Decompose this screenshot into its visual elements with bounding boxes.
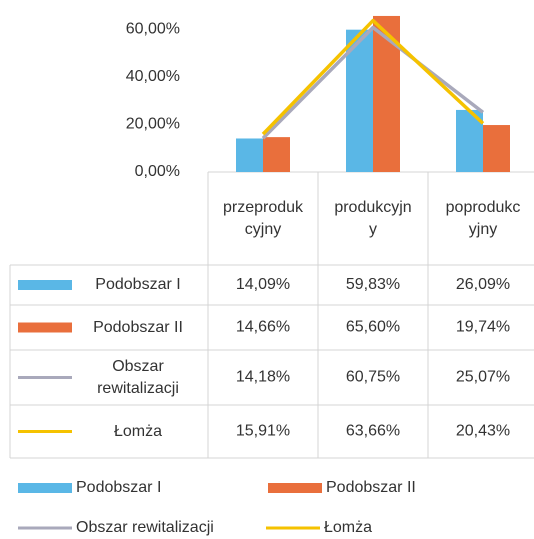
table-value: 25,07% <box>456 369 510 386</box>
row-label-box: Podobszar I <box>95 276 181 293</box>
row-label: Obszar rewitalizacji <box>97 357 179 397</box>
bar <box>346 29 373 172</box>
category-label-box: poprodukcyjny <box>445 198 521 238</box>
y-tick-label: 60,00% <box>126 20 180 37</box>
table-value: 14,18% <box>236 369 290 386</box>
table-value: 14,09% <box>236 276 290 293</box>
category-label: poprodukcyjny <box>445 198 521 238</box>
row-label-box: Obszar rewitalizacji <box>97 357 179 397</box>
table-value: 63,66% <box>346 423 400 440</box>
bar <box>483 125 510 172</box>
table-value: 15,91% <box>236 423 290 440</box>
table-value: 65,60% <box>346 319 400 336</box>
table-legend-swatch <box>18 322 72 333</box>
table-value: 19,74% <box>456 319 510 336</box>
legend-label: Łomża <box>324 519 372 536</box>
y-tick-label: 40,00% <box>126 68 180 85</box>
legend-label: Obszar rewitalizacji <box>76 519 214 536</box>
category-label-box: produkcyjny <box>334 198 412 238</box>
table-value: 59,83% <box>346 276 400 293</box>
row-label: Podobszar II <box>93 318 183 336</box>
y-tick-label: 20,00% <box>126 116 180 133</box>
category-label-box: przeprodukcyjny <box>222 198 304 238</box>
legend-label: Podobszar I <box>76 479 161 496</box>
row-label-box: Podobszar II <box>93 318 183 336</box>
table-value: 14,66% <box>236 319 290 336</box>
category-label: produkcyjny <box>334 198 412 238</box>
row-label-box: Łomża <box>113 422 163 440</box>
line <box>261 18 485 136</box>
bar <box>236 138 263 172</box>
table-value: 60,75% <box>346 369 400 386</box>
line <box>261 25 485 140</box>
row-label: Podobszar I <box>95 276 181 293</box>
legend-label: Podobszar II <box>326 479 416 496</box>
legend-swatch <box>268 483 322 493</box>
bar <box>263 137 290 172</box>
table-legend-swatch <box>18 280 72 290</box>
table-value: 20,43% <box>456 423 510 440</box>
y-tick-label: 0,00% <box>135 163 180 180</box>
legend-swatch <box>18 483 72 493</box>
table-value: 26,09% <box>456 276 510 293</box>
row-label: Łomża <box>113 422 163 440</box>
category-label: przeprodukcyjny <box>222 198 304 238</box>
